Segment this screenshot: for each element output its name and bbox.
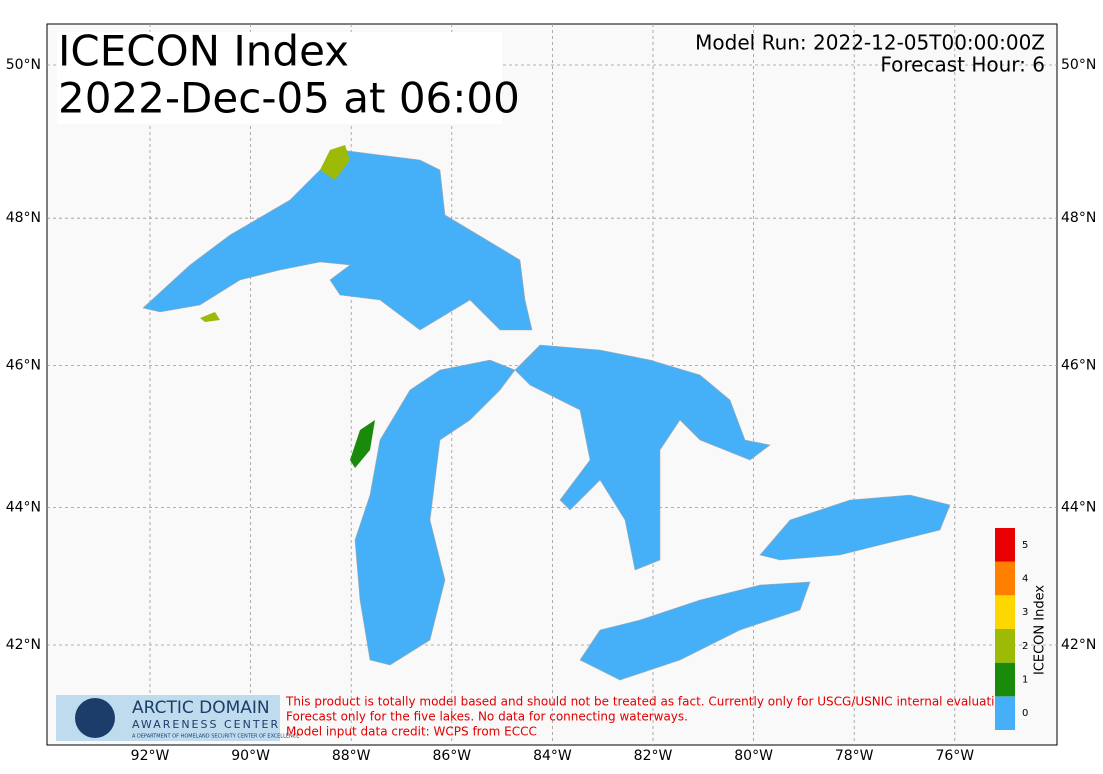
- logo-globe: [75, 698, 115, 738]
- title: ICECON Index: [58, 27, 349, 76]
- disclaimer: Model input data credit: WCPS from ECCC: [286, 725, 537, 739]
- ice-patch: [320, 145, 350, 180]
- lon-tick-label: 92°W: [131, 748, 170, 764]
- colorbar-segment: [995, 696, 1015, 730]
- colorbar-segment: [995, 662, 1015, 697]
- colorbar-tick-label: 1: [1022, 675, 1028, 686]
- lat-tick-label: 46°N: [1061, 358, 1096, 374]
- logo-name: ARCTIC DOMAIN: [132, 698, 270, 718]
- lat-tick-label: 44°N: [6, 500, 41, 516]
- lat-tick-label: 48°N: [6, 210, 41, 226]
- colorbar-segment: [995, 528, 1015, 562]
- colorbar-segment: [995, 629, 1015, 663]
- lon-tick-label: 88°W: [332, 748, 371, 764]
- subtitle: 2022-Dec-05 at 06:00: [58, 74, 520, 123]
- colorbar: 0 1 2 3 4 5: [995, 528, 1028, 730]
- lake-erie: [579, 581, 811, 681]
- lat-tick-label: 42°N: [1061, 637, 1096, 653]
- lat-tick-label: 46°N: [6, 358, 41, 374]
- lat-tick-label: 50°N: [1061, 57, 1096, 73]
- colorbar-tick-label: 2: [1022, 641, 1028, 652]
- logo-tagline: A DEPARTMENT OF HOMELAND SECURITY CENTER…: [132, 734, 299, 740]
- lat-tick-label: 42°N: [6, 637, 41, 653]
- lat-tick-label: 50°N: [6, 57, 41, 73]
- colorbar-tick-label: 0: [1022, 708, 1028, 719]
- colorbar-label: ICECON Index: [1033, 585, 1048, 675]
- colorbar-segment: [995, 561, 1015, 596]
- disclaimer: Forecast only for the five lakes. No dat…: [286, 710, 688, 724]
- colorbar-segment: [995, 595, 1015, 629]
- lake-ontario: [759, 494, 951, 561]
- logo: ARCTIC DOMAIN AWARENESS CENTER A DEPARTM…: [56, 695, 299, 741]
- disclaimer: This product is totally model based and …: [285, 695, 1013, 709]
- lake-michigan: [354, 359, 516, 666]
- ice-patch: [200, 312, 220, 322]
- lat-tick-label: 48°N: [1061, 210, 1096, 226]
- colorbar-tick-label: 5: [1022, 540, 1028, 551]
- lon-tick-label: 76°W: [935, 748, 974, 764]
- logo-subname: AWARENESS CENTER: [132, 718, 280, 731]
- model-run: Model Run: 2022-12-05T00:00:00Z: [695, 31, 1045, 55]
- colorbar-tick-label: 3: [1022, 607, 1028, 618]
- title-box: [57, 32, 502, 124]
- lon-tick-label: 82°W: [634, 748, 673, 764]
- lon-tick-label: 84°W: [533, 748, 572, 764]
- ice-patch: [350, 420, 375, 468]
- lon-tick-label: 78°W: [835, 748, 874, 764]
- lon-tick-label: 80°W: [734, 748, 773, 764]
- forecast-hour: Forecast Hour: 6: [880, 53, 1045, 77]
- lon-tick-label: 86°W: [432, 748, 471, 764]
- lake-huron: [514, 344, 771, 571]
- lon-tick-label: 90°W: [231, 748, 270, 764]
- lat-tick-label: 44°N: [1061, 500, 1096, 516]
- colorbar-tick-label: 4: [1022, 574, 1028, 585]
- lakes: [142, 145, 951, 681]
